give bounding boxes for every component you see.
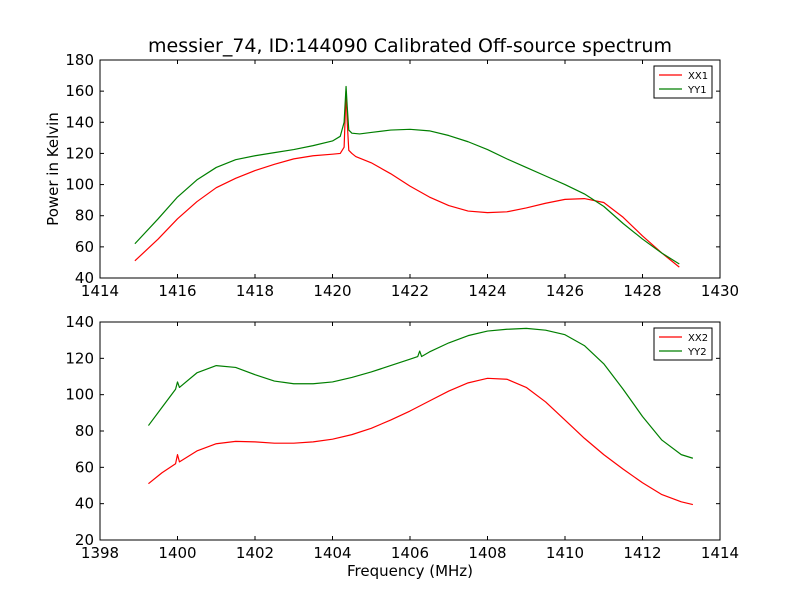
y-tick-label: 40 bbox=[75, 269, 94, 287]
legend-label-yy2: YY2 bbox=[687, 347, 707, 358]
legend-label-yy1: YY1 bbox=[687, 85, 707, 96]
x-tick-label: 1406 bbox=[391, 544, 429, 562]
x-tick-label: 1402 bbox=[236, 544, 274, 562]
x-tick-label: 1420 bbox=[313, 282, 351, 300]
x-tick-label: 1408 bbox=[468, 544, 506, 562]
x-tick-label: 1430 bbox=[701, 282, 739, 300]
series-line-xx1 bbox=[134, 90, 680, 268]
y-tick-label: 40 bbox=[75, 495, 94, 513]
x-tick-label: 1410 bbox=[546, 544, 584, 562]
x-tick-label: 1414 bbox=[701, 544, 739, 562]
x-tick-label: 1398 bbox=[81, 544, 119, 562]
axes-frame bbox=[99, 59, 721, 279]
chart-title: messier_74, ID:144090 Calibrated Off-sou… bbox=[148, 35, 672, 57]
y-axis-label: Power in Kelvin bbox=[44, 112, 62, 226]
y-tick-label: 80 bbox=[75, 207, 94, 225]
y-tick-label: 120 bbox=[65, 144, 94, 162]
x-tick-label: 1416 bbox=[158, 282, 196, 300]
y-tick-label: 60 bbox=[75, 458, 94, 476]
bottom-subplot: 1398 1400 1402 1404 1406 1408 1410 1412 1414 20 40… bbox=[65, 313, 739, 580]
x-tick-label: 1422 bbox=[391, 282, 429, 300]
x-tick-label: 1404 bbox=[313, 544, 351, 562]
x-tick-label: 1414 bbox=[81, 282, 119, 300]
x-axis-label: Frequency (MHz) bbox=[347, 562, 473, 580]
y-tick-label: 140 bbox=[65, 313, 94, 331]
y-tick-label: 180 bbox=[65, 51, 94, 69]
y-tick-label: 140 bbox=[65, 113, 94, 131]
y-tick-label: 60 bbox=[75, 238, 94, 256]
y-tick-label: 80 bbox=[75, 422, 94, 440]
x-tick-label: 1412 bbox=[623, 544, 661, 562]
x-tick-label: 1428 bbox=[623, 282, 661, 300]
series-line-xx2 bbox=[148, 377, 694, 506]
legend-label-xx1: XX1 bbox=[688, 71, 708, 82]
y-tick-label: 120 bbox=[65, 349, 94, 367]
x-tick-label: 1400 bbox=[158, 544, 196, 562]
top-subplot: 1414 1416 1418 1420 1422 1424 1426 1428 1430 40 60… bbox=[44, 35, 739, 300]
y-tick-label: 100 bbox=[65, 176, 94, 194]
x-tick-label: 1418 bbox=[236, 282, 274, 300]
legend-box bbox=[653, 327, 713, 361]
legend-box bbox=[653, 65, 713, 99]
x-tick-label: 1424 bbox=[468, 282, 506, 300]
series-line-yy2 bbox=[147, 327, 694, 459]
legend-label-xx2: XX2 bbox=[688, 333, 708, 344]
y-tick-label: 100 bbox=[65, 386, 94, 404]
y-tick-label: 160 bbox=[65, 82, 94, 100]
x-tick-label: 1426 bbox=[546, 282, 584, 300]
series-line-yy1 bbox=[134, 85, 680, 265]
axes-frame bbox=[99, 321, 721, 541]
y-tick-label: 20 bbox=[75, 531, 94, 549]
